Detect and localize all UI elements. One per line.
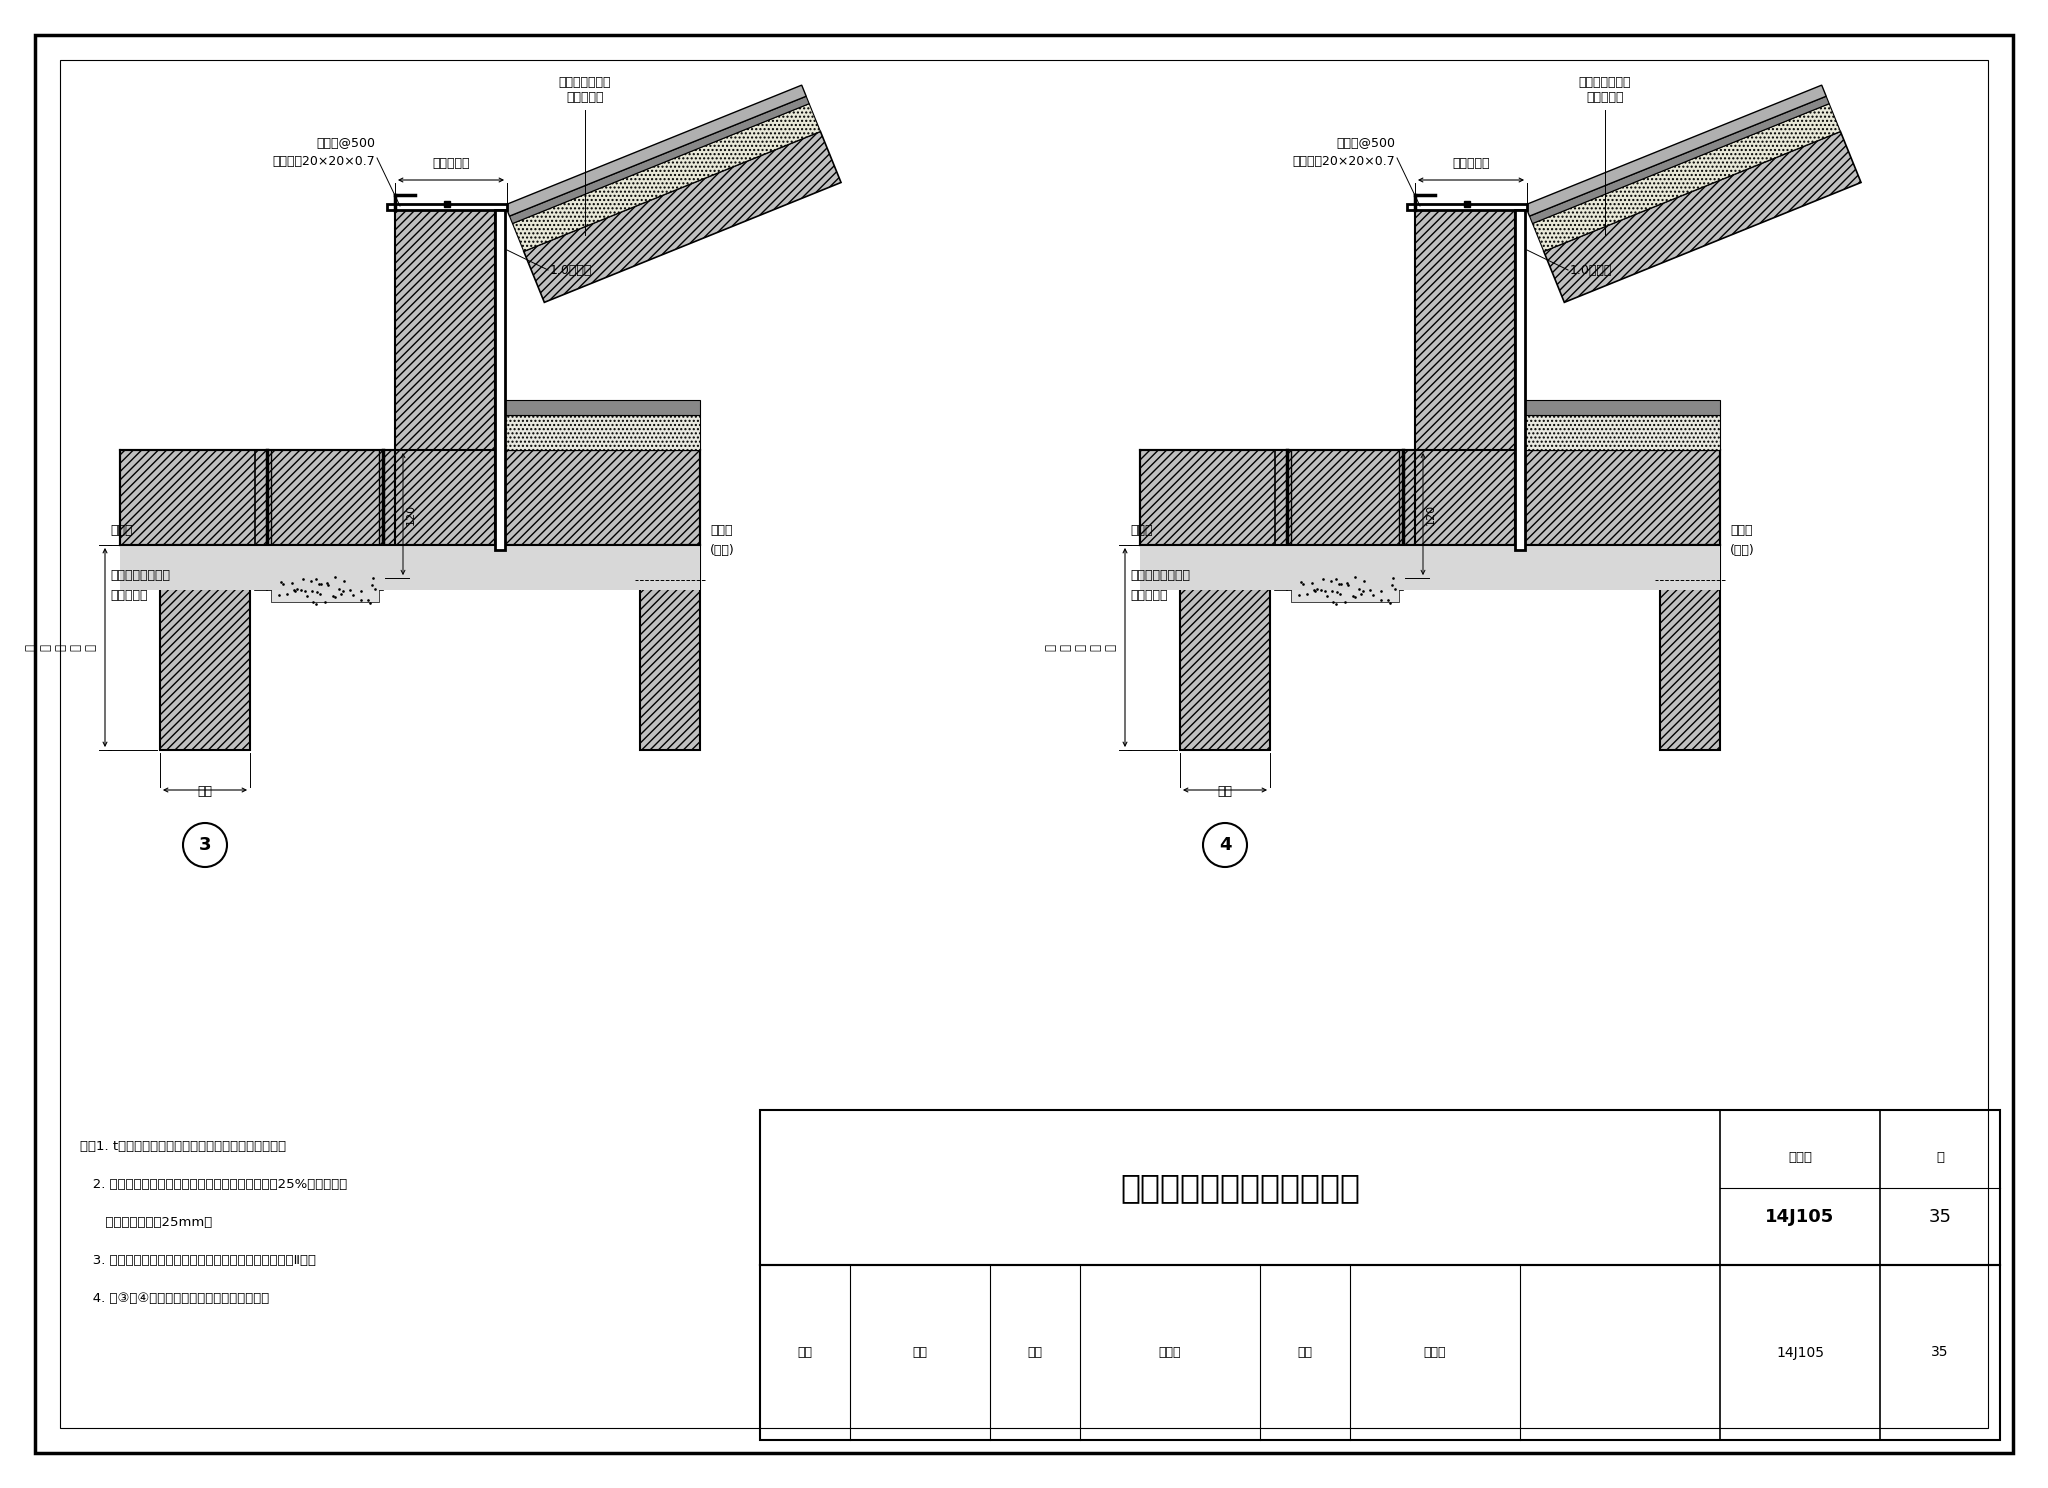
Polygon shape <box>121 545 700 591</box>
Text: 小厚度不得小于25mm。: 小厚度不得小于25mm。 <box>80 1216 213 1229</box>
Text: 墙厚: 墙厚 <box>1217 786 1233 798</box>
Polygon shape <box>1286 577 1403 591</box>
Polygon shape <box>1415 210 1516 545</box>
Text: 按工程设计: 按工程设计 <box>1130 588 1167 601</box>
Text: 防水与外饰面做法: 防水与外饰面做法 <box>1130 568 1190 582</box>
Polygon shape <box>496 400 700 415</box>
Bar <box>760 1110 2001 1440</box>
Text: 120: 120 <box>406 503 416 525</box>
Polygon shape <box>1516 400 1720 415</box>
Text: 按
工
程
设
计: 按 工 程 设 计 <box>1044 644 1116 652</box>
Text: 4: 4 <box>1219 836 1231 854</box>
Text: 防水与外饰面做法: 防水与外饰面做法 <box>111 568 170 582</box>
Text: 李文骐: 李文骐 <box>1423 1347 1446 1359</box>
Polygon shape <box>1276 449 1286 591</box>
Polygon shape <box>160 545 250 750</box>
Text: 框架柱: 框架柱 <box>1731 524 1753 537</box>
Polygon shape <box>512 104 821 251</box>
Polygon shape <box>496 415 700 449</box>
Text: 雨水口: 雨水口 <box>111 524 133 537</box>
Polygon shape <box>1532 104 1841 251</box>
Polygon shape <box>1141 545 1720 591</box>
Text: 雨水口: 雨水口 <box>1130 524 1153 537</box>
Polygon shape <box>256 449 266 591</box>
Polygon shape <box>510 97 809 223</box>
Text: 屋面保温、防水
按工程设计: 屋面保温、防水 按工程设计 <box>559 76 610 104</box>
Polygon shape <box>1544 131 1862 302</box>
Polygon shape <box>1530 97 1829 223</box>
Text: 图集号: 图集号 <box>1788 1152 1812 1164</box>
Text: 校对: 校对 <box>1028 1347 1042 1359</box>
Polygon shape <box>1516 210 1526 551</box>
Polygon shape <box>1180 545 1270 750</box>
Text: 120: 120 <box>1425 503 1436 525</box>
Text: 按工程设计: 按工程设计 <box>111 588 147 601</box>
Text: 按工程设计: 按工程设计 <box>1452 158 1489 170</box>
Text: (全包): (全包) <box>711 543 735 557</box>
Text: 14J105: 14J105 <box>1765 1208 1835 1226</box>
Text: 2. 倒置式屋面保温层的设计厚度应按计算厚度增加25%取值，且最: 2. 倒置式屋面保温层的设计厚度应按计算厚度增加25%取值，且最 <box>80 1178 348 1190</box>
Text: 4. 图③、④适用于热桥部位验算满足的情况。: 4. 图③、④适用于热桥部位验算满足的情况。 <box>80 1292 268 1305</box>
Text: 墙厚: 墙厚 <box>197 786 213 798</box>
Text: 3. 夏热冬冷地区、夏热冬暖地区，推荐采用页岩空心砖Ⅱ型。: 3. 夏热冬冷地区、夏热冬暖地区，推荐采用页岩空心砖Ⅱ型。 <box>80 1254 315 1266</box>
Text: 水泥钉@500: 水泥钉@500 <box>1335 137 1395 150</box>
Text: 35: 35 <box>1931 1345 1950 1360</box>
Polygon shape <box>266 577 383 591</box>
Polygon shape <box>524 131 842 302</box>
Text: 镀锌垫片20×20×0.7: 镀锌垫片20×20×0.7 <box>272 155 375 168</box>
Text: 按
工
程
设
计: 按 工 程 设 计 <box>25 644 96 652</box>
Text: 葛壁: 葛壁 <box>913 1347 928 1359</box>
Polygon shape <box>1407 204 1528 210</box>
Polygon shape <box>1141 449 1720 545</box>
Polygon shape <box>1526 85 1827 216</box>
Text: 14J105: 14J105 <box>1776 1345 1825 1360</box>
Polygon shape <box>641 545 700 750</box>
Text: 按工程设计: 按工程设计 <box>432 158 469 170</box>
Text: (全包): (全包) <box>1731 543 1755 557</box>
Polygon shape <box>496 210 506 551</box>
Text: 页: 页 <box>1935 1152 1944 1164</box>
Text: 镀锌垫片20×20×0.7: 镀锌垫片20×20×0.7 <box>1292 155 1395 168</box>
Text: 35: 35 <box>1929 1208 1952 1226</box>
Text: 1.0厚铝板: 1.0厚铝板 <box>1571 263 1612 277</box>
Text: 金建明: 金建明 <box>1159 1347 1182 1359</box>
Text: 设计: 设计 <box>1298 1347 1313 1359</box>
Text: 1.0厚铝板: 1.0厚铝板 <box>551 263 592 277</box>
Text: 水泥钉@500: 水泥钉@500 <box>315 137 375 150</box>
Polygon shape <box>270 582 379 603</box>
Text: 屋面保温、防水
按工程设计: 屋面保温、防水 按工程设计 <box>1579 76 1632 104</box>
Text: 审核: 审核 <box>797 1347 813 1359</box>
Polygon shape <box>387 204 508 210</box>
Text: 注：1. t为保温层厚度，可参考本图集热工性能表选用。: 注：1. t为保温层厚度，可参考本图集热工性能表选用。 <box>80 1140 287 1153</box>
Polygon shape <box>395 210 496 545</box>
Polygon shape <box>1516 415 1720 449</box>
Polygon shape <box>506 85 807 216</box>
Polygon shape <box>121 449 700 545</box>
Text: 3: 3 <box>199 836 211 854</box>
Polygon shape <box>1661 545 1720 750</box>
Text: 框架柱: 框架柱 <box>711 524 733 537</box>
Text: 自保温墙体坡屋面檐口构造: 自保温墙体坡屋面檐口构造 <box>1120 1171 1360 1204</box>
Polygon shape <box>1290 582 1399 603</box>
